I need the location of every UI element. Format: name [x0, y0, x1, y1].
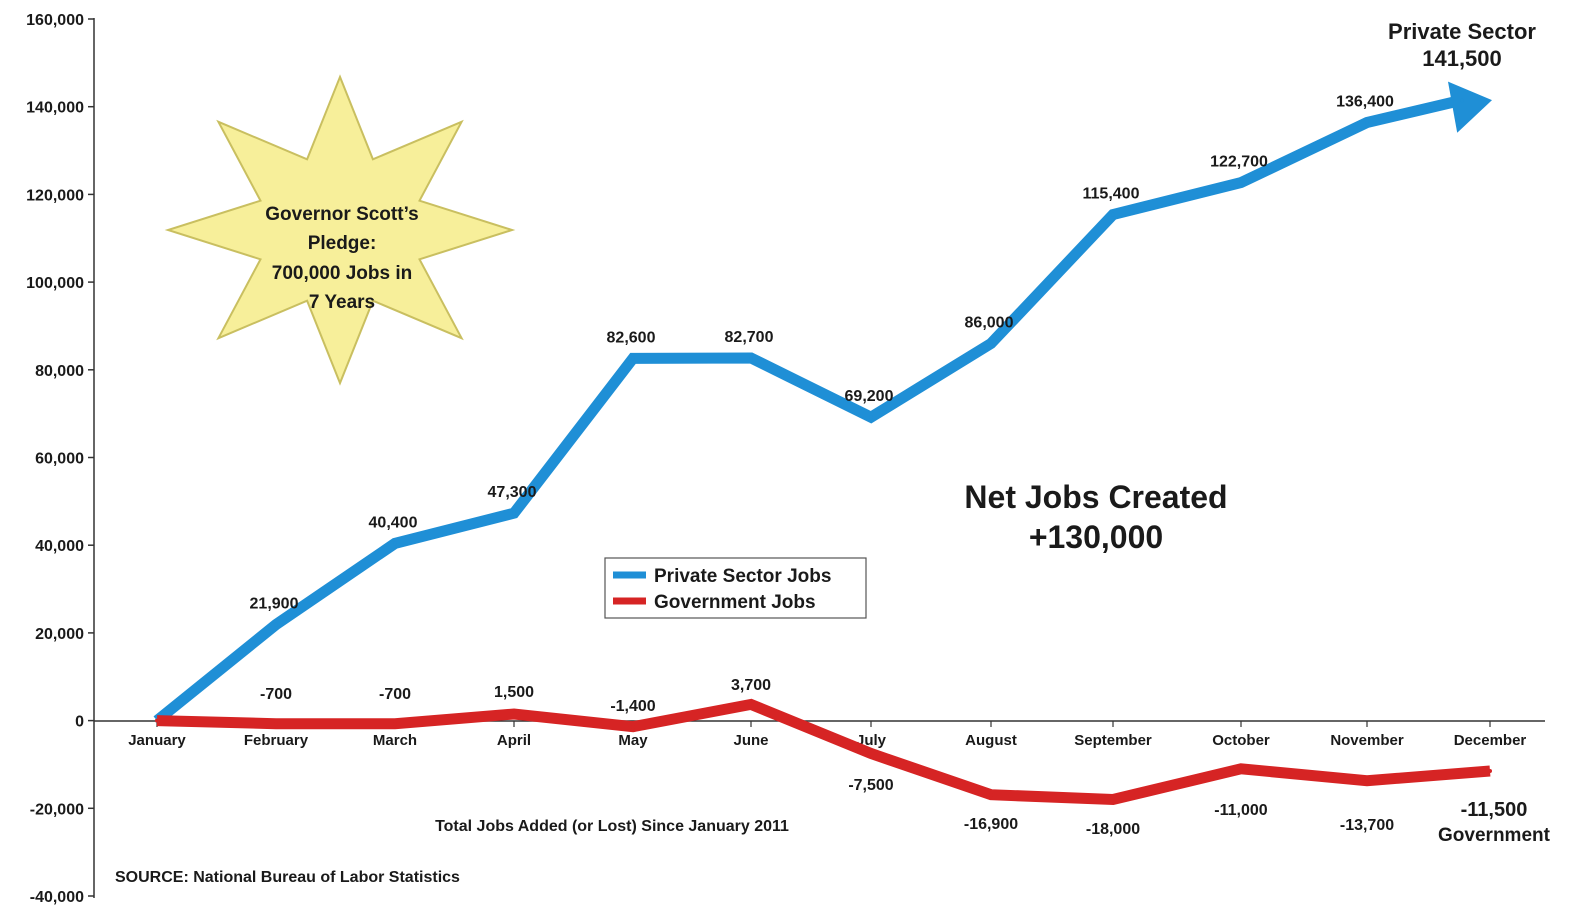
y-tick-label: 0	[75, 714, 84, 731]
starburst-line-4: 7 Years	[309, 292, 375, 313]
y-tick-label: 60,000	[35, 451, 84, 468]
government-data-label: -1,400	[610, 698, 655, 715]
x-tick-label: April	[497, 732, 531, 749]
x-axis-month-labels: January February March April May June July Augu…	[128, 721, 1526, 749]
government-data-label: 1,500	[494, 684, 534, 701]
private-sector-end-value: 141,500	[1422, 46, 1502, 71]
private-sector-data-label: 82,700	[725, 329, 774, 346]
private-sector-data-label: 86,000	[965, 315, 1014, 332]
government-point	[155, 718, 159, 723]
y-tick-label: 140,000	[26, 100, 84, 117]
private-sector-point	[1239, 180, 1243, 185]
x-tick-label: January	[128, 732, 186, 749]
private-sector-data-label: 40,400	[369, 514, 418, 531]
private-sector-data-label: 69,200	[845, 388, 894, 405]
y-tick-label: 100,000	[26, 275, 84, 292]
government-end-title: Government	[1438, 825, 1551, 846]
series-line-government	[156, 698, 1491, 806]
legend-box	[604, 557, 867, 619]
private-sector-point	[869, 415, 873, 420]
government-point	[869, 751, 873, 756]
government-point	[749, 702, 753, 707]
starburst-line-1: Governor Scott’s	[265, 204, 418, 225]
government-data-label: -7,500	[848, 777, 893, 794]
private-sector-data-label: 21,900	[250, 596, 299, 613]
x-tick-label: May	[618, 732, 648, 749]
government-point	[1239, 766, 1243, 771]
private-sector-point	[749, 356, 753, 360]
data-labels: 21,900 40,400 47,300 82,600 82,700 69,200 86,0…	[250, 94, 1395, 839]
data-points	[155, 98, 1492, 802]
government-data-label: -13,700	[1340, 817, 1394, 834]
government-data-label: -16,900	[964, 816, 1018, 833]
legend-label-government: Government Jobs	[654, 592, 816, 613]
government-point	[393, 721, 397, 726]
government-point	[1111, 797, 1115, 802]
government-data-label: -700	[379, 686, 411, 703]
private-sector-point	[393, 541, 397, 546]
private-sector-data-label: 136,400	[1336, 94, 1394, 111]
y-tick-label: 40,000	[35, 538, 84, 555]
private-sector-data-label: 122,700	[1210, 154, 1268, 171]
x-tick-label: March	[373, 732, 417, 749]
x-tick-label: September	[1074, 732, 1152, 749]
government-point	[1365, 778, 1369, 783]
private-sector-point	[989, 341, 993, 346]
net-jobs-value: +130,000	[1029, 519, 1163, 555]
private-sector-point	[1111, 212, 1115, 217]
starburst-line-2: Pledge:	[308, 233, 377, 254]
legend-label-private: Private Sector Jobs	[654, 566, 831, 587]
y-tick-label: 160,000	[26, 12, 84, 29]
private-sector-point	[631, 356, 635, 361]
government-point	[1488, 769, 1492, 773]
private-sector-point	[1460, 98, 1464, 103]
starburst-line-3: 700,000 Jobs in	[272, 263, 412, 284]
y-axis-ticks: 160,000 140,000 120,000 100,000 80,000 60,000…	[26, 12, 94, 906]
private-sector-data-label: 82,600	[607, 329, 656, 346]
y-tick-label: 120,000	[26, 187, 84, 204]
x-tick-label: August	[965, 732, 1017, 749]
y-tick-label: -40,000	[30, 889, 84, 906]
government-point	[512, 712, 516, 716]
government-point	[631, 724, 635, 729]
private-sector-point	[1365, 120, 1369, 125]
x-tick-label: February	[244, 732, 309, 749]
x-tick-label: October	[1212, 732, 1270, 749]
private-sector-data-label: 115,400	[1083, 186, 1140, 203]
net-jobs-title: Net Jobs Created	[964, 479, 1227, 515]
government-data-label: -11,000	[1214, 802, 1267, 819]
source-note: SOURCE: National Bureau of Labor Statist…	[115, 869, 460, 886]
y-tick-label: 80,000	[35, 363, 84, 380]
government-end-value: -11,500	[1461, 799, 1528, 821]
x-tick-label: June	[733, 732, 768, 749]
government-data-label: 3,700	[731, 677, 771, 694]
y-tick-label: -20,000	[30, 801, 84, 818]
private-sector-point	[274, 622, 278, 627]
government-data-label: -700	[260, 686, 292, 703]
x-axis-title: Total Jobs Added (or Lost) Since January…	[435, 818, 789, 835]
starburst-shape	[164, 74, 516, 386]
pledge-starburst: Governor Scott’s Pledge: 700,000 Jobs in…	[164, 74, 516, 386]
legend: Private Sector Jobs Government Jobs	[604, 557, 867, 619]
series-line-private-sector	[153, 94, 1464, 725]
private-sector-point	[512, 511, 516, 516]
x-tick-label: December	[1454, 732, 1527, 749]
private-sector-arrowhead	[1448, 81, 1492, 133]
y-tick-label: 20,000	[35, 626, 84, 643]
private-sector-end-title: Private Sector	[1388, 19, 1536, 44]
x-tick-label: November	[1330, 732, 1404, 749]
government-data-label: -18,000	[1086, 821, 1140, 838]
government-point	[274, 721, 278, 726]
government-point	[989, 792, 993, 797]
private-sector-data-label: 47,300	[488, 484, 537, 501]
